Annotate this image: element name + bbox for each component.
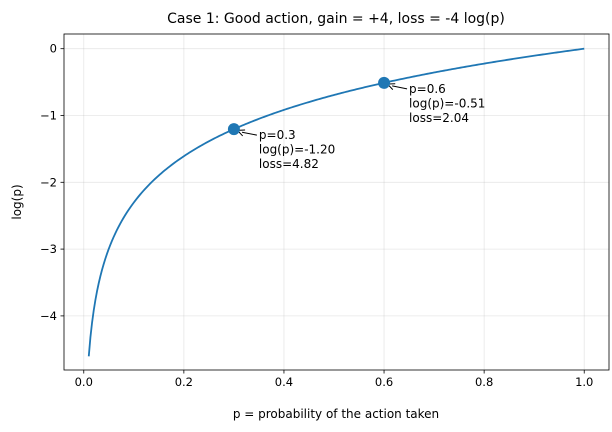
y-axis-label: log(p) — [10, 184, 24, 219]
y-tick-label: 0 — [50, 42, 57, 56]
data-point — [227, 123, 240, 136]
x-tick-label: 0.8 — [475, 375, 493, 389]
x-axis-label: p = probability of the action taken — [233, 407, 439, 421]
x-tick-label: 0.6 — [375, 375, 393, 389]
chart-title: Case 1: Good action, gain = +4, loss = -… — [167, 11, 505, 27]
x-tick-label: 0.4 — [275, 375, 293, 389]
series-line-logp — [87, 47, 585, 357]
axis-ticks: 0.0 0.2 0.4 0.6 0.8 1.0 0 −1 −2 −3 −4 — [40, 42, 593, 389]
y-tick-label: −3 — [40, 242, 57, 256]
annotation-label: loss=2.04 — [409, 111, 469, 125]
x-tick-label: 0.0 — [75, 375, 93, 389]
annotation-label: log(p)=-1.20 — [259, 143, 335, 157]
annotation-label: log(p)=-0.51 — [409, 96, 485, 110]
annotation-label: p=0.6 — [409, 82, 446, 96]
annotation-label: loss=4.82 — [259, 157, 319, 171]
plot-frame — [63, 33, 610, 371]
y-tick-label: −4 — [40, 309, 57, 323]
x-tick-label: 0.2 — [175, 375, 193, 389]
annotation-label: p=0.3 — [259, 128, 296, 142]
grid-lines — [64, 34, 609, 370]
y-tick-label: −2 — [40, 175, 57, 189]
y-tick-label: −1 — [40, 108, 57, 122]
annotation-arrow — [241, 131, 258, 136]
annotation-arrow — [392, 85, 408, 90]
data-point — [378, 76, 391, 89]
x-tick-label: 1.0 — [575, 375, 593, 389]
